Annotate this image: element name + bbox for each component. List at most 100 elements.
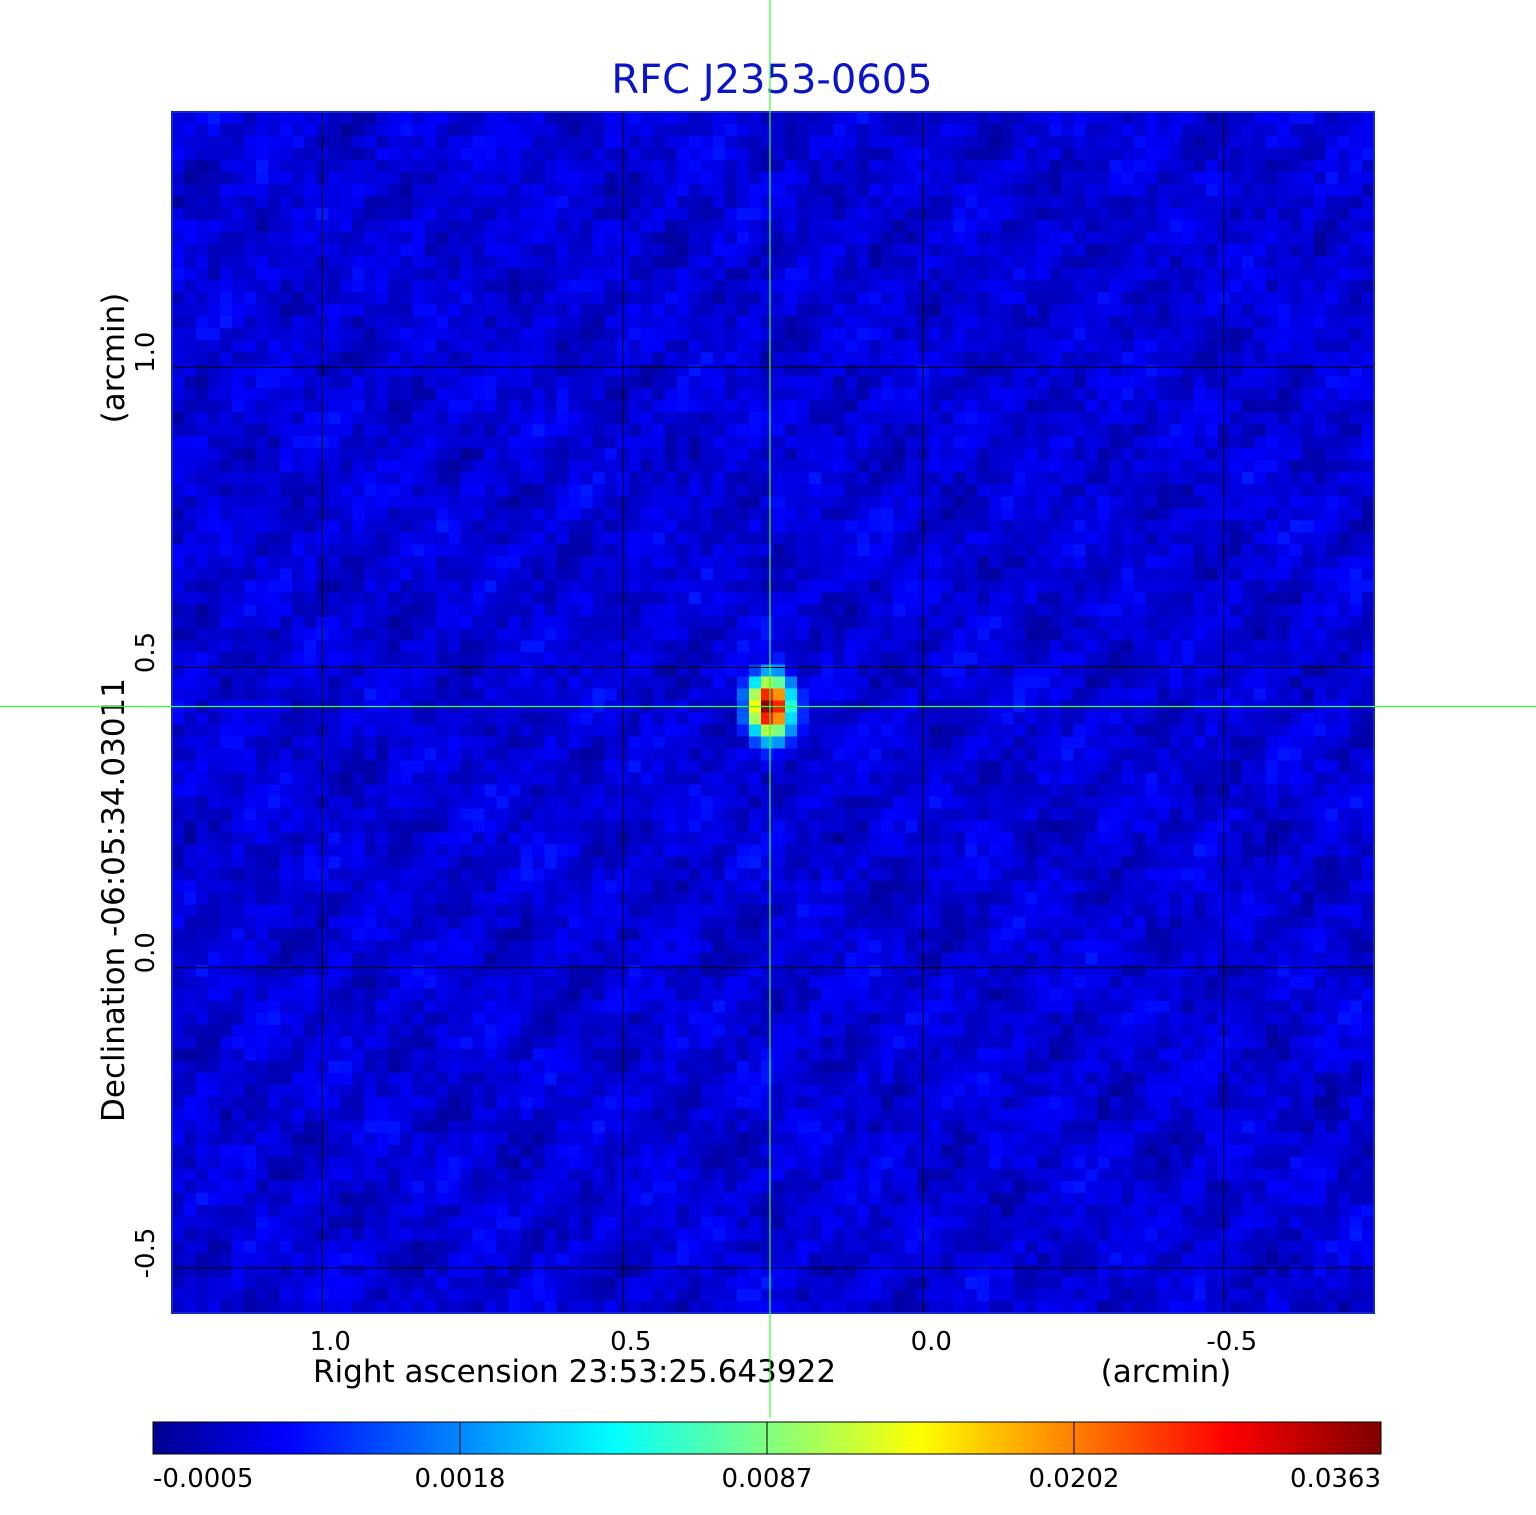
heatmap-cell (1193, 640, 1207, 654)
heatmap-cell (1193, 484, 1207, 497)
heatmap-cell (977, 244, 990, 257)
heatmap-cell (1253, 328, 1267, 341)
heatmap-cell (881, 316, 894, 329)
heatmap-cell (376, 364, 389, 377)
heatmap-cell (1097, 520, 1111, 533)
heatmap-cell (640, 328, 654, 341)
heatmap-cell (232, 268, 245, 281)
heatmap-cell (1361, 616, 1375, 630)
heatmap-cell (340, 628, 353, 642)
heatmap-cell (700, 484, 714, 497)
heatmap-cell (1301, 592, 1315, 606)
heatmap-cell (640, 544, 654, 557)
heatmap-cell (845, 604, 858, 618)
heatmap-cell (1013, 400, 1027, 413)
heatmap-cell (436, 556, 450, 569)
heatmap-cell (1361, 256, 1375, 269)
heatmap-cell (773, 568, 786, 581)
heatmap-cell (700, 592, 714, 606)
heatmap-cell (1253, 232, 1267, 245)
heatmap-cell (1337, 268, 1351, 281)
heatmap-cell (1025, 676, 1039, 690)
heatmap-cell (1289, 304, 1303, 317)
heatmap-cell (220, 160, 233, 173)
heatmap-cell (628, 148, 642, 161)
heatmap-cell (304, 268, 317, 281)
heatmap-cell (1241, 532, 1255, 545)
heatmap-cell (448, 292, 462, 305)
heatmap-cell (364, 184, 377, 197)
heatmap-cell (905, 508, 918, 521)
heatmap-cell (1157, 208, 1171, 221)
heatmap-cell (1037, 172, 1051, 185)
heatmap-cell (508, 544, 522, 557)
heatmap-cell (893, 568, 906, 581)
heatmap-cell (845, 208, 858, 221)
heatmap-cell (1265, 628, 1279, 642)
heatmap-cell (412, 556, 426, 569)
heatmap-cell (1133, 472, 1147, 485)
heatmap-cell (1085, 184, 1099, 197)
heatmap-cell (280, 304, 293, 317)
heatmap-cell (1169, 268, 1183, 281)
heatmap-cell (1301, 532, 1315, 545)
heatmap-cell (460, 448, 474, 461)
heatmap-cell (676, 556, 690, 569)
heatmap-cell (700, 184, 714, 197)
heatmap-cell (640, 112, 654, 125)
heatmap-cell (340, 340, 353, 353)
heatmap-cell (1241, 376, 1255, 389)
heatmap-cell (965, 292, 978, 305)
heatmap-cell (664, 676, 678, 690)
heatmap-cell (340, 364, 353, 377)
heatmap-cell (773, 124, 786, 137)
heatmap-cell (400, 496, 413, 509)
heatmap-cell (208, 400, 221, 413)
heatmap-cell (724, 136, 738, 149)
heatmap-cell (1265, 436, 1279, 449)
heatmap-cell (424, 364, 438, 377)
heatmap-cell (652, 688, 666, 702)
heatmap-cell (652, 664, 666, 678)
heatmap-cell (1289, 532, 1303, 545)
heatmap-cell (520, 520, 534, 533)
heatmap-cell (1241, 352, 1255, 365)
heatmap-cell (604, 436, 618, 449)
heatmap-cell (965, 652, 978, 666)
heatmap-cell (340, 388, 353, 401)
heatmap-cell (736, 304, 750, 317)
heatmap-cell (929, 400, 942, 413)
heatmap-cell (977, 232, 990, 245)
heatmap-cell (760, 280, 774, 293)
heatmap-cell (628, 160, 642, 173)
heatmap-cell (448, 340, 462, 353)
heatmap-cell (1109, 316, 1123, 329)
heatmap-cell (1277, 340, 1291, 353)
heatmap-cell (328, 616, 341, 630)
heatmap-cell (773, 532, 786, 545)
heatmap-cell (400, 280, 413, 293)
heatmap-cell (1097, 532, 1111, 545)
heatmap-cell (640, 400, 654, 413)
heatmap-cell (760, 424, 774, 437)
heatmap-cell (208, 112, 221, 125)
heatmap-cell (821, 412, 834, 425)
heatmap-cell (604, 364, 618, 377)
heatmap-cell (1061, 448, 1075, 461)
heatmap-cell (184, 232, 197, 245)
heatmap-cell (953, 364, 966, 377)
heatmap-cell (244, 508, 257, 521)
heatmap-cell (1205, 604, 1219, 618)
heatmap-cell (1241, 664, 1255, 678)
heatmap-cell (664, 124, 678, 137)
heatmap-cell (520, 508, 534, 521)
heatmap-cell (1313, 640, 1327, 654)
heatmap-cell (869, 124, 882, 137)
heatmap-cell (364, 172, 377, 185)
heatmap-cell (821, 580, 834, 593)
heatmap-cell (364, 520, 377, 533)
heatmap-cell (1169, 508, 1183, 521)
heatmap-cell (196, 652, 209, 666)
heatmap-cell (496, 424, 510, 437)
heatmap-cell (1037, 376, 1051, 389)
